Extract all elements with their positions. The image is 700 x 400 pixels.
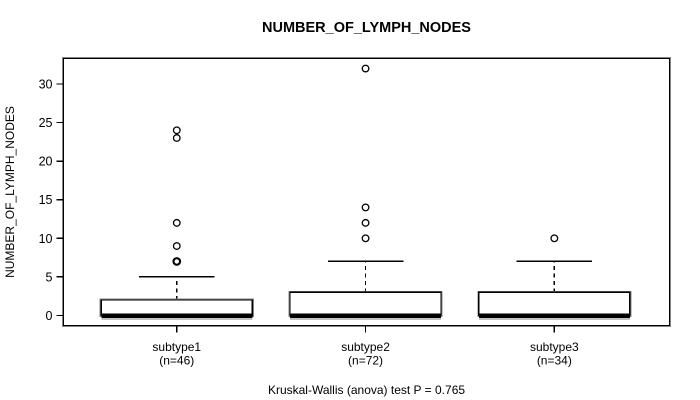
plot-frame-shadow (61, 56, 672, 328)
y-tick-label: 25 (39, 116, 53, 130)
y-tick-label: 15 (39, 193, 53, 207)
y-tick-label: 30 (39, 77, 53, 91)
y-axis-title: NUMBER_OF_LYMPH_NODES (3, 106, 17, 278)
y-tick-label: 20 (39, 155, 53, 169)
y-tick-label: 10 (39, 232, 53, 246)
outlier-point (172, 257, 182, 266)
x-axis-sublabel: (n=34) (537, 354, 572, 368)
outlier-point (361, 203, 370, 212)
outlier-point (172, 126, 181, 135)
outlier-point (361, 234, 370, 243)
outlier-point (361, 218, 370, 227)
outlier-point (172, 134, 181, 142)
x-axis-sublabel: (n=72) (348, 354, 383, 368)
plot-frame (62, 57, 671, 327)
box (100, 299, 253, 317)
plot-area: 0 5 10 15 20 25 30 subtype1(n=46) subtype2(n=72)… (39, 56, 672, 368)
y-tick-label: 5 (46, 270, 53, 284)
outlier-point (361, 64, 370, 73)
chart-title: NUMBER_OF_LYMPH_NODES (262, 20, 471, 36)
outlier-point (172, 218, 181, 227)
stat-test-caption: Kruskal-Wallis (anova) test P = 0.765 (268, 383, 465, 397)
x-axis-label: subtype3 (530, 340, 579, 354)
box (478, 291, 631, 317)
y-tick-label: 0 (46, 309, 53, 323)
outlier-point (550, 234, 559, 243)
x-axis-label: subtype1 (152, 340, 201, 354)
x-axis-label: subtype2 (341, 340, 390, 354)
outlier-point (172, 242, 181, 250)
x-axis-sublabel: (n=46) (159, 354, 194, 368)
box (289, 291, 442, 317)
